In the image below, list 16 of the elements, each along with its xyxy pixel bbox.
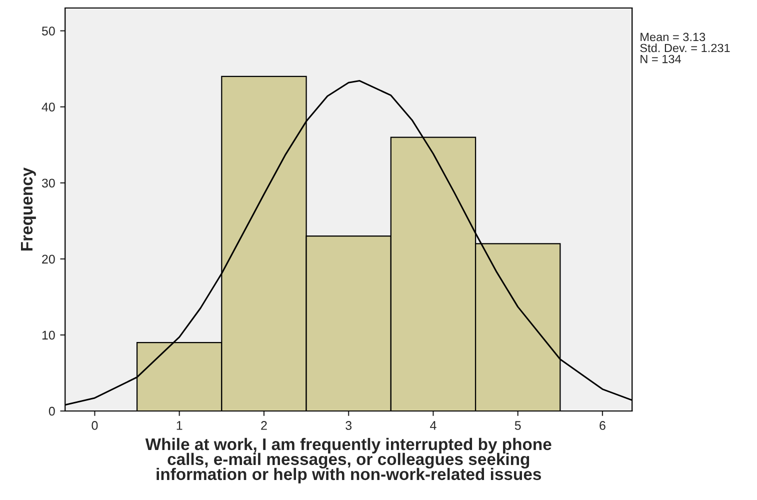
y-tick-label: 50 [42, 26, 55, 36]
x-tick-label: 6 [600, 421, 606, 430]
x-tick-label: 2 [261, 421, 267, 430]
text: Mean = 3.13 Std. Dev. = 1.231 N = 134 [640, 32, 730, 64]
y-tick-label: 0 [48, 406, 55, 416]
x-tick-label: 0 [92, 421, 98, 430]
x-tick-label: 1 [176, 421, 182, 430]
y-tick-label: 40 [42, 102, 55, 112]
x-tick-label: 3 [346, 421, 352, 430]
x-tick-label: 5 [514, 421, 521, 430]
y-tick-label: 30 [42, 178, 55, 188]
x-axis-title: While at work, I am frequently interrupted by phone calls, e-mail messages, or colleagues seeking information or help with non-work-related issues [145, 438, 552, 484]
y-tick-label: 10 [42, 330, 55, 340]
y-axis-title: Frequency [20, 167, 36, 251]
y-tick-label: 20 [42, 254, 55, 264]
x-tick-label: 4 [430, 421, 436, 430]
